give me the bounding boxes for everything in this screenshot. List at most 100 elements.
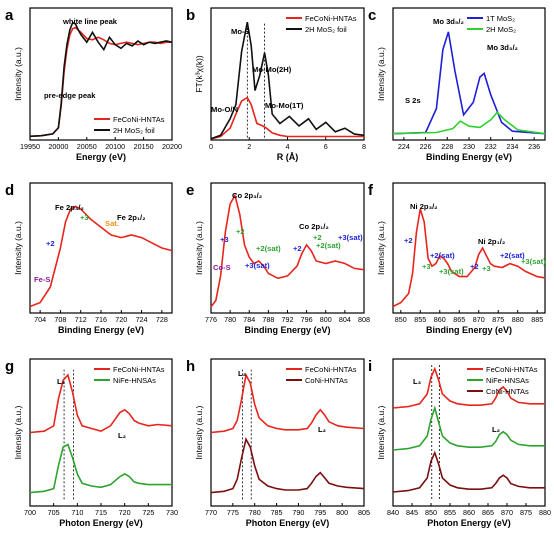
x-tick-label: 20150	[134, 142, 154, 151]
x-tick-label: 788	[262, 315, 274, 324]
panel-f: 850 855 860 865 870 875 880 885 Binding Energy (…	[368, 182, 546, 335]
annotation-f: +2	[470, 262, 479, 271]
annotation-c: S 2s	[405, 96, 421, 105]
annotation-b: Mo-O/N	[211, 105, 238, 114]
annotation-f: +3(sat)	[439, 267, 464, 276]
series-line-2h-mos-	[392, 111, 546, 135]
annotation-f: +3(sat)	[521, 257, 546, 266]
y-axis-title: Intensity (a.u.)	[13, 221, 23, 275]
x-tick-label: 725	[142, 508, 154, 517]
annotation-d: +3	[80, 213, 89, 222]
x-tick-label: 0	[209, 142, 213, 151]
annotation-f: +2(sat)	[500, 251, 525, 260]
x-tick-label: 796	[301, 315, 313, 324]
annotation-b: Mo-Mo(1T)	[265, 101, 304, 110]
annotation-b: Mo-Mo(2H)	[252, 65, 292, 74]
x-tick-label: 715	[95, 508, 107, 517]
legend-label: NiFe-HNSAs	[486, 376, 529, 385]
plot-frame	[392, 182, 546, 314]
x-tick-label: 780	[224, 315, 236, 324]
plot-frame	[210, 182, 365, 314]
legend-label: 1T MoS₂	[486, 14, 515, 23]
legend-label: 2H MoS₂ foil	[305, 25, 347, 34]
annotation-a: pre-edge peak	[44, 91, 96, 100]
annotation-f: +2(sat)	[430, 251, 455, 260]
plot-frame	[29, 7, 173, 141]
annotation-f: +2	[404, 236, 413, 245]
x-tick-label: 20050	[77, 142, 97, 151]
x-tick-label: 880	[512, 315, 524, 324]
x-axis-title: Binding Energy (eV)	[426, 152, 512, 162]
annotation-g: L₃	[57, 377, 66, 386]
y-axis-title: FT(k³χ(k))	[194, 55, 204, 93]
annotation-b: Mo-S	[231, 27, 250, 36]
x-tick-label: 865	[482, 508, 494, 517]
x-axis-title: Photon Energy (eV)	[246, 518, 330, 528]
x-tick-label: 4	[286, 142, 290, 151]
y-axis-title: Intensity (a.u.)	[13, 405, 23, 459]
series-line-coni-hntas	[392, 450, 545, 493]
x-tick-label: 704	[34, 315, 46, 324]
annotation-f: Ni 2p₃/₂	[410, 202, 438, 211]
plot-frame	[29, 182, 173, 314]
series-line-feconi-hntas	[210, 96, 364, 140]
series-line-feconi-hntas	[392, 366, 545, 409]
series-line-nife-hnsas	[392, 405, 545, 451]
x-tick-label: 800	[320, 315, 332, 324]
series-line-feconi-hntas	[29, 373, 173, 434]
annotation-c: Mo 3d₅/₂	[433, 17, 464, 26]
x-tick-label: 808	[358, 315, 370, 324]
annotation-h: L₂	[318, 425, 326, 434]
annotation-f: +3	[422, 262, 431, 271]
y-axis-title: Intensity (a.u.)	[376, 47, 386, 101]
panel-letter: a	[5, 7, 14, 24]
x-tick-label: 880	[539, 508, 551, 517]
panel-letter: h	[186, 358, 195, 375]
panel-d: 704 708 712 716 720 724 728 Binding Energy (eV)…	[5, 182, 173, 335]
annotation-e: +2	[236, 227, 245, 236]
annotation-d: Fe 2p₃/₂	[55, 203, 84, 212]
annotation-e: Co 2p₃/₂	[232, 191, 262, 200]
annotation-e: +2	[313, 233, 322, 242]
y-axis-title: Intensity (a.u.)	[13, 47, 23, 101]
annotation-e: +3	[220, 235, 229, 244]
x-tick-label: 2	[247, 142, 251, 151]
x-tick-label: 20200	[162, 142, 182, 151]
x-axis-title: Binding Energy (eV)	[58, 325, 144, 335]
x-tick-label: 855	[444, 508, 456, 517]
panel-letter: d	[5, 182, 14, 199]
x-axis-title: R (Å)	[277, 152, 299, 162]
x-tick-label: 20100	[105, 142, 125, 151]
x-tick-label: 784	[243, 315, 255, 324]
y-axis-title: Intensity (a.u.)	[376, 221, 386, 275]
x-tick-label: 8	[362, 142, 366, 151]
x-tick-label: 792	[282, 315, 294, 324]
x-tick-label: 728	[156, 315, 168, 324]
annotation-i: L₂	[492, 425, 500, 434]
annotation-e: +3(sat)	[338, 233, 363, 242]
x-tick-label: 705	[48, 508, 60, 517]
series-line-fit	[29, 205, 173, 308]
x-tick-label: 6	[324, 142, 328, 151]
x-tick-label: 228	[441, 142, 453, 151]
x-tick-label: 855	[414, 315, 426, 324]
panel-e: 776 780 784 788 792 796 800 804 808 Binding Energ…	[186, 182, 370, 335]
annotation-g: L₂	[118, 431, 126, 440]
plot-frame	[392, 7, 546, 141]
panel-letter: b	[186, 7, 195, 24]
annotation-d: Sat.	[105, 219, 119, 228]
legend-label: FeCoNi-HNTAs	[113, 115, 165, 124]
legend-label: CoNi-HNTAs	[305, 376, 348, 385]
annotation-c: Mo 3d₃/₂	[487, 43, 518, 52]
panel-i: 840 845 850 855 860 865 870 875 880 Photon Energy…	[368, 358, 551, 528]
panel-h: 770 775 780 785 790 795 800 805 Photon Energy (e…	[186, 358, 370, 528]
x-tick-label: 805	[358, 508, 370, 517]
annotation-d: Fe-S	[34, 275, 50, 284]
x-tick-label: 875	[520, 508, 532, 517]
annotation-e: +2	[293, 244, 302, 253]
x-tick-label: 865	[453, 315, 465, 324]
annotation-d: Fe 2p₁/₂	[117, 213, 145, 222]
annotation-i: L₃	[413, 377, 422, 386]
x-tick-label: 775	[227, 508, 239, 517]
panel-letter: e	[186, 182, 194, 199]
